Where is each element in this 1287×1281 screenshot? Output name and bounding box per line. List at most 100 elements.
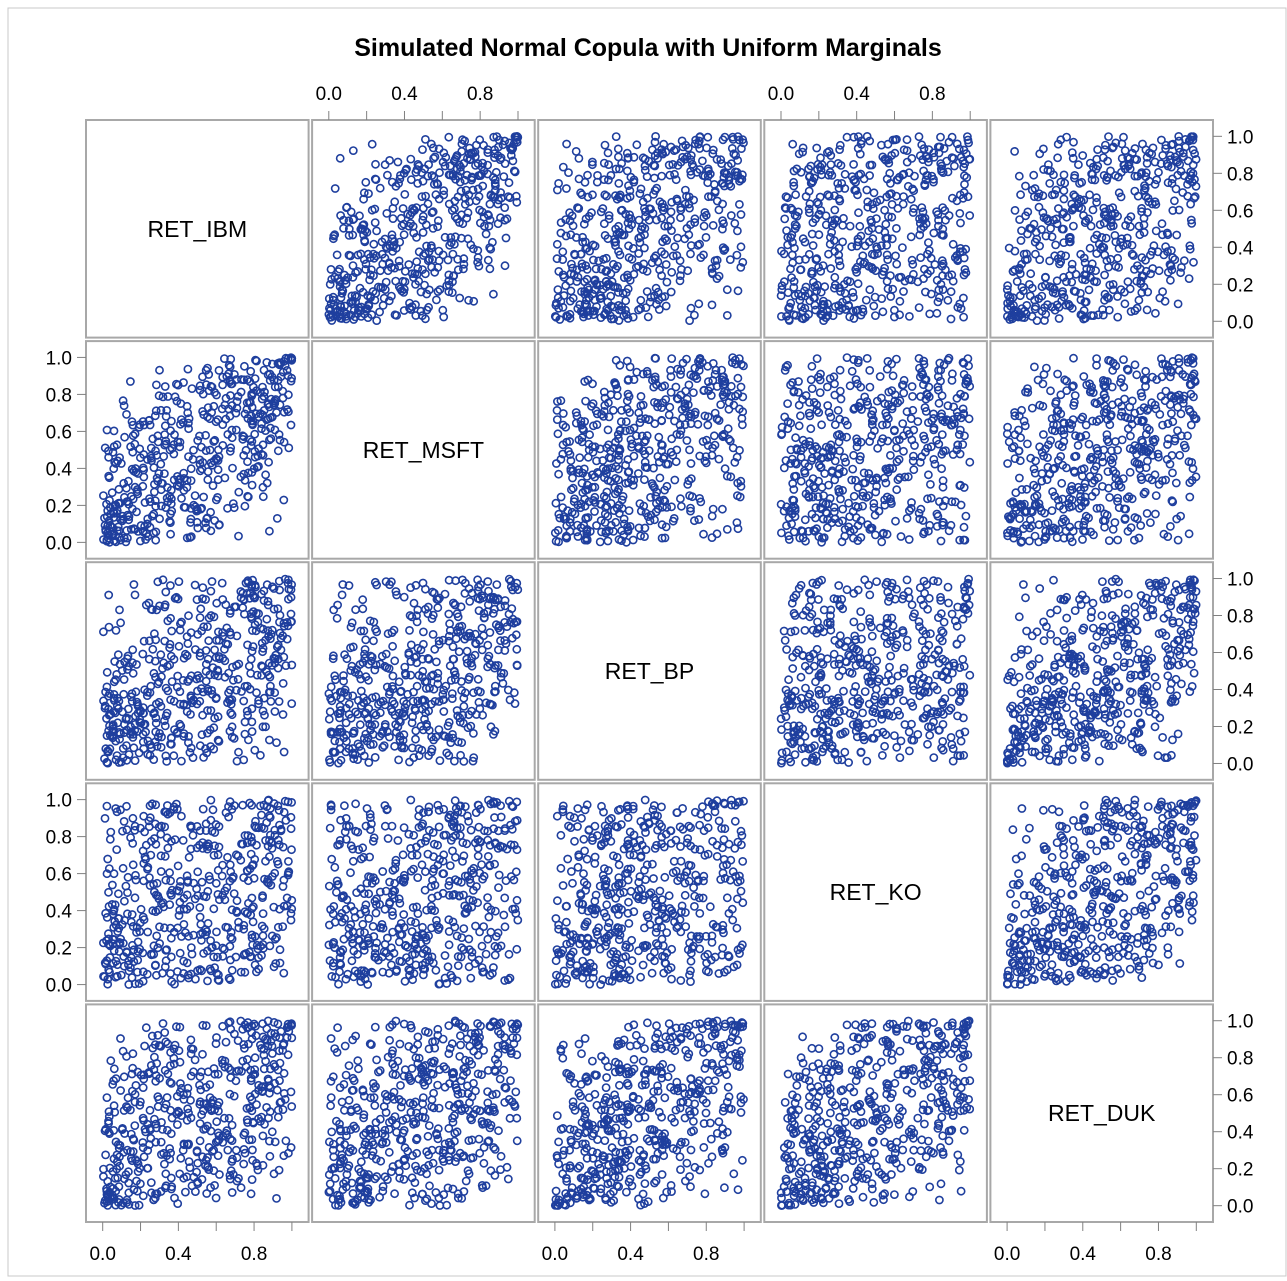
data-point <box>329 300 339 310</box>
y-tick-label-RET_IBM-1.0: 1.0 <box>1227 127 1253 148</box>
variable-label-RET_MSFT: RET_MSFT <box>363 437 484 463</box>
data-point <box>407 269 417 278</box>
data-point <box>418 215 428 225</box>
data-point <box>423 199 433 209</box>
data-point <box>416 306 426 316</box>
data-point <box>350 291 360 300</box>
data-point <box>488 289 498 299</box>
data-point <box>488 173 498 182</box>
data-point <box>418 176 428 186</box>
y-tick-label-RET_BP-1.0: 1.0 <box>1227 570 1253 591</box>
x-tick-label-RET_DUK-0.0: 0.0 <box>994 1244 1020 1265</box>
data-point <box>440 232 450 242</box>
data-point <box>448 169 458 179</box>
data-point <box>493 142 503 152</box>
data-point <box>389 241 399 250</box>
data-point <box>408 204 417 213</box>
data-point <box>474 261 484 271</box>
data-point <box>428 223 438 233</box>
data-point <box>424 285 434 295</box>
data-point <box>346 297 356 307</box>
y-tick-label-RET_BP-0.2: 0.2 <box>1227 717 1253 738</box>
y-tick-label-RET_MSFT-0.4: 0.4 <box>46 459 73 480</box>
data-point <box>418 203 428 213</box>
data-point <box>364 299 374 309</box>
x-tick-label-RET_DUK-0.4: 0.4 <box>1070 1244 1097 1265</box>
data-point <box>420 269 430 279</box>
x-tick-label-RET_BP-0.8: 0.8 <box>693 1244 719 1265</box>
data-point <box>398 204 408 213</box>
data-point <box>511 191 521 201</box>
data-point <box>464 295 473 305</box>
data-point <box>413 159 423 169</box>
data-point <box>361 259 371 269</box>
data-point <box>483 160 492 170</box>
data-point <box>423 171 433 181</box>
data-point <box>450 154 460 164</box>
data-point <box>493 151 503 161</box>
x-tick-label-RET_KO-0.0: 0.0 <box>768 84 794 105</box>
y-tick-label-RET_DUK-1.0: 1.0 <box>1227 1012 1253 1033</box>
data-point <box>435 285 445 294</box>
panel-RET_IBM-vs-RET_IBM <box>85 119 310 339</box>
y-tick-label-RET_MSFT-0.2: 0.2 <box>46 496 72 517</box>
data-point <box>393 157 403 167</box>
y-tick-label-RET_DUK-0.0: 0.0 <box>1227 1197 1253 1218</box>
data-point <box>380 253 390 263</box>
panel-RET_KO-vs-RET_KO <box>763 782 988 1002</box>
data-point <box>405 298 414 308</box>
x-tick-label-RET_KO-0.8: 0.8 <box>919 84 945 105</box>
data-point <box>453 254 463 264</box>
data-point <box>475 135 485 145</box>
x-tick-label-RET_BP-0.4: 0.4 <box>617 1244 644 1265</box>
data-point <box>459 259 469 269</box>
data-point <box>359 309 369 319</box>
data-point <box>336 211 345 220</box>
data-point <box>422 305 432 315</box>
y-tick-label-RET_IBM-0.2: 0.2 <box>1227 275 1253 296</box>
data-point <box>332 250 342 260</box>
data-point <box>375 183 385 193</box>
data-point <box>371 159 380 169</box>
x-tick-label-RET_IBM-0.0: 0.0 <box>89 1244 115 1265</box>
data-point <box>367 139 377 149</box>
data-point <box>453 171 463 181</box>
data-point <box>558 162 568 172</box>
data-point <box>382 170 392 180</box>
points-RET_IBM-vs-RET_MSFT <box>324 131 523 325</box>
data-point <box>373 282 383 292</box>
data-point <box>511 132 521 142</box>
data-point <box>390 263 399 273</box>
data-point <box>604 214 614 224</box>
data-point <box>417 192 427 201</box>
data-point <box>500 203 510 212</box>
data-point <box>404 260 414 269</box>
data-point <box>326 264 336 274</box>
data-point <box>439 186 449 196</box>
data-point <box>375 307 384 317</box>
data-point <box>387 230 397 240</box>
data-point <box>344 250 354 260</box>
data-point <box>335 277 344 286</box>
data-point <box>467 173 477 183</box>
data-point <box>380 160 390 170</box>
data-point <box>372 226 381 236</box>
data-point <box>499 172 509 181</box>
data-point <box>453 265 463 275</box>
data-point <box>382 208 392 218</box>
data-point <box>562 139 571 149</box>
y-tick-label-RET_KO-0.0: 0.0 <box>46 976 72 997</box>
data-point <box>473 253 483 262</box>
data-point <box>423 256 433 266</box>
data-point <box>359 230 368 240</box>
scatter-points <box>99 131 1201 1210</box>
data-point <box>412 232 421 242</box>
data-point <box>496 213 505 223</box>
data-point <box>708 220 718 230</box>
panel-RET_MSFT-vs-RET_MSFT <box>311 340 536 560</box>
y-tick-label-RET_IBM-0.6: 0.6 <box>1227 201 1253 222</box>
x-tick-label-RET_KO-0.4: 0.4 <box>843 84 870 105</box>
data-point <box>500 159 510 168</box>
data-point <box>567 259 576 269</box>
data-point <box>344 224 354 234</box>
